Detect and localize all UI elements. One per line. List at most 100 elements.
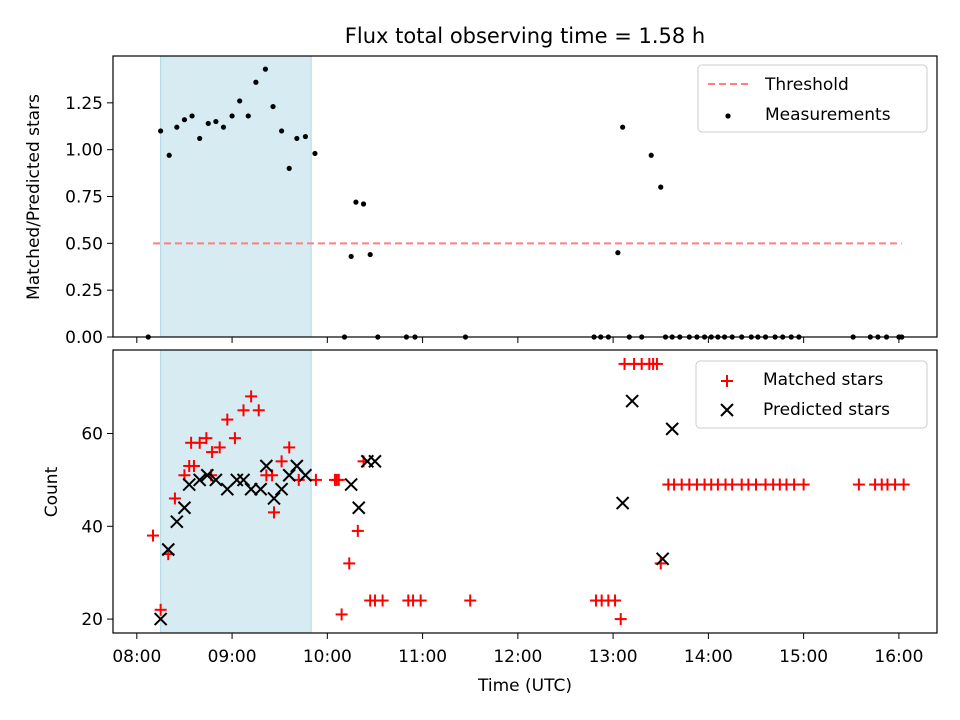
matched-point — [193, 436, 206, 449]
matched-point — [283, 441, 296, 454]
x-tick-label: 09:00 — [208, 647, 257, 667]
predicted-point-b — [153, 612, 168, 626]
bottom-axes-frame — [112, 349, 938, 634]
predicted-point-b — [177, 501, 192, 515]
matched-point — [797, 478, 810, 491]
top-observing-span — [160, 55, 312, 338]
matched-point — [343, 557, 356, 570]
predicted-point-b — [170, 514, 184, 529]
measurement-point — [237, 98, 243, 104]
predicted-point — [625, 394, 639, 408]
measurement-point — [312, 150, 318, 157]
predicted-point — [192, 473, 207, 487]
matched-point — [245, 390, 258, 403]
predicted-point-b — [192, 473, 207, 487]
legend-predicted-label: Predicted stars — [763, 400, 890, 420]
predicted-point — [352, 501, 366, 515]
predicted-point — [298, 468, 313, 482]
predicted-point-b — [615, 496, 630, 510]
legend-predicted-swatch — [720, 403, 734, 417]
x-tick-label: 10:00 — [303, 647, 352, 667]
predicted-point-b — [352, 501, 366, 515]
measurement-point — [229, 113, 235, 119]
top-plot-area: 0.00 0.25 0.50 0.75 1.00 1.25 — [65, 55, 938, 348]
matched-point — [200, 432, 213, 445]
matched-point — [897, 478, 910, 491]
bottom-legend: Matched stars Predicted stars — [695, 360, 928, 429]
matched-point — [332, 473, 345, 486]
top-y-tick-label: 1.00 — [65, 141, 103, 161]
legend-matched-label: Matched stars — [763, 370, 883, 390]
measurement-point — [270, 103, 276, 110]
matched-point — [237, 404, 250, 417]
predicted-point — [236, 473, 251, 487]
measurement-point — [279, 128, 285, 134]
measurement-point — [174, 124, 180, 130]
measurement-point — [166, 152, 172, 158]
matched-point — [183, 459, 196, 472]
predicted-point-b — [665, 422, 679, 436]
predicted-point-b — [625, 394, 639, 408]
bottom-legend-frame — [695, 360, 928, 429]
matched-point — [168, 492, 181, 505]
matched-point — [221, 413, 234, 426]
matched-point — [228, 432, 241, 445]
measurement-point — [262, 66, 269, 72]
measurement-point — [302, 133, 309, 140]
legend-threshold-label: Threshold — [764, 75, 849, 95]
matched-point — [609, 594, 622, 607]
matched-point — [464, 594, 477, 607]
predicted-point-b — [655, 552, 670, 566]
matched-point — [852, 478, 865, 491]
predicted-point — [161, 542, 175, 557]
legend-matched-swatch — [721, 375, 733, 387]
top-y-axis-label: Matched/Predicted stars — [24, 94, 44, 300]
predicted-point — [665, 422, 679, 436]
measurement-point — [648, 152, 654, 158]
predicted-point — [177, 501, 192, 515]
predicted-point-b — [290, 459, 304, 473]
predicted-point — [153, 612, 168, 626]
predicted-point-b — [182, 477, 196, 492]
predicted-point — [200, 468, 215, 482]
matched-point — [147, 529, 160, 542]
x-tick-label: 08:00 — [112, 647, 161, 667]
matched-point — [614, 613, 627, 626]
bottom-y-axis-label: Count — [42, 466, 62, 517]
predicted-point-b — [253, 482, 268, 496]
predicted-point — [253, 482, 268, 496]
measurement-point — [181, 117, 188, 123]
predicted-point — [267, 491, 281, 506]
predicted-point-b — [244, 482, 258, 496]
predicted-point — [209, 473, 223, 487]
predicted-point — [244, 482, 258, 496]
x-tick-label: 11:00 — [398, 647, 447, 667]
predicted-point — [170, 514, 184, 529]
x-tick-label: 15:00 — [779, 647, 828, 667]
measurement-point — [353, 199, 359, 205]
measurement-point — [220, 124, 227, 130]
matched-point — [650, 357, 663, 370]
matched-point — [213, 441, 226, 454]
predicted-point-b — [236, 473, 251, 487]
bottom-plot-area: 20 40 60 08:00 09:00 10:00 11:00 12:00 13:00 14:0… — [81, 349, 938, 667]
measurement-point — [213, 118, 219, 125]
top-y-tick-label: 0.00 — [65, 328, 103, 348]
predicted-point — [344, 477, 358, 492]
top-legend: Threshold Measurements — [697, 64, 928, 133]
measurement-point — [197, 135, 203, 142]
measurement-point — [348, 253, 354, 260]
top-chart: Flux total observing time = 1.58 h Match… — [24, 24, 938, 348]
measurement-point — [658, 184, 664, 190]
predicted-point-b — [259, 459, 274, 473]
legend-measurements-label: Measurements — [765, 105, 891, 125]
bottom-y-tick-label: 40 — [81, 517, 103, 537]
matched-point — [414, 594, 427, 607]
predicted-point — [368, 454, 382, 469]
predicted-point-b — [209, 473, 223, 487]
predicted-point — [274, 482, 289, 496]
matched-point — [376, 594, 389, 607]
measurement-point — [294, 135, 300, 142]
measurement-point — [360, 201, 367, 207]
